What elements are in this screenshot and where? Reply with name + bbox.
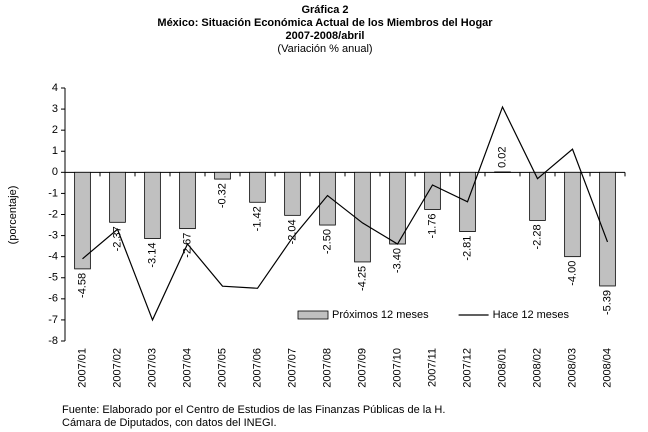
legend-swatch: [297, 310, 329, 320]
bar: [144, 171, 161, 239]
bar: [249, 171, 266, 203]
source-note: Cámara de Diputados, con datos del INEGI…: [62, 417, 277, 429]
bar: [109, 171, 126, 223]
x-tick-label: 2007/02: [111, 348, 123, 388]
bar: [494, 171, 511, 173]
x-tick-label: 2008/01: [496, 348, 508, 388]
y-tick-label: 4: [52, 82, 58, 94]
value-label: -3.14: [146, 243, 158, 268]
value-label: -4.58: [76, 273, 88, 298]
x-tick-label: 2007/05: [216, 348, 228, 388]
chart-subtitle: (Variación % anual): [277, 43, 372, 55]
x-tick-label: 2007/08: [321, 348, 333, 388]
y-tick-label: 0: [52, 166, 58, 178]
x-tick-label: 2008/04: [601, 348, 613, 388]
x-tick-label: 2007/07: [286, 348, 298, 388]
value-label: -0.32: [216, 183, 228, 208]
x-tick-label: 2007/04: [181, 348, 193, 388]
y-tick-label: 3: [52, 103, 58, 115]
y-tick-label: -6: [48, 293, 58, 305]
y-tick-label: -1: [48, 187, 58, 199]
chart-title: México: Situación Económica Actual de lo…: [157, 17, 493, 29]
x-tick-label: 2007/09: [356, 348, 368, 388]
bar: [214, 171, 231, 180]
x-tick-label: 2007/10: [391, 348, 403, 388]
y-tick-label: -8: [48, 335, 58, 347]
x-tick-label: 2008/03: [566, 348, 578, 388]
y-axis-label: (porcentaje): [7, 186, 19, 245]
y-tick-label: -2: [48, 208, 58, 220]
source-note: Fuente: Elaborado por el Centro de Estud…: [62, 404, 445, 416]
bar: [354, 171, 371, 263]
x-tick-label: 2008/02: [531, 348, 543, 388]
bar: [529, 171, 546, 221]
value-label: -2.28: [531, 224, 543, 249]
bar: [599, 171, 616, 287]
x-tick-label: 2007/11: [426, 348, 438, 387]
legend-label: Próximos 12 meses: [332, 309, 429, 321]
bar: [389, 171, 406, 245]
value-label: -3.40: [391, 248, 403, 273]
bar: [319, 171, 336, 226]
legend-label: Hace 12 meses: [493, 309, 570, 321]
line: [82, 105, 609, 322]
y-tick-label: -5: [48, 272, 58, 284]
y-tick-label: -4: [48, 251, 58, 263]
value-label: -2.50: [321, 229, 333, 254]
value-label: 0.02: [496, 146, 508, 167]
bar: [74, 171, 91, 270]
x-tick-label: 2007/12: [461, 348, 473, 388]
value-label: -1.76: [426, 213, 438, 238]
value-label: -4.25: [356, 266, 368, 291]
x-tick-label: 2007/01: [76, 348, 88, 388]
chart-title: Gráfica 2: [301, 4, 348, 16]
value-label: -1.42: [251, 206, 263, 231]
bar: [424, 171, 441, 210]
value-label: -2.81: [461, 236, 473, 261]
x-tick-label: 2007/03: [146, 348, 158, 388]
y-tick-label: 1: [52, 145, 58, 157]
chart-title: 2007-2008/abril: [286, 30, 365, 42]
y-tick-label: -7: [48, 314, 58, 326]
bar: [564, 171, 581, 258]
y-tick-label: 2: [52, 124, 58, 136]
bar: [284, 171, 301, 216]
y-tick-label: -3: [48, 229, 58, 241]
x-tick-label: 2007/06: [251, 348, 263, 388]
value-label: -5.39: [601, 290, 613, 315]
bar: [179, 171, 196, 230]
value-label: -4.00: [566, 261, 578, 286]
value-label: -2.04: [286, 219, 298, 244]
